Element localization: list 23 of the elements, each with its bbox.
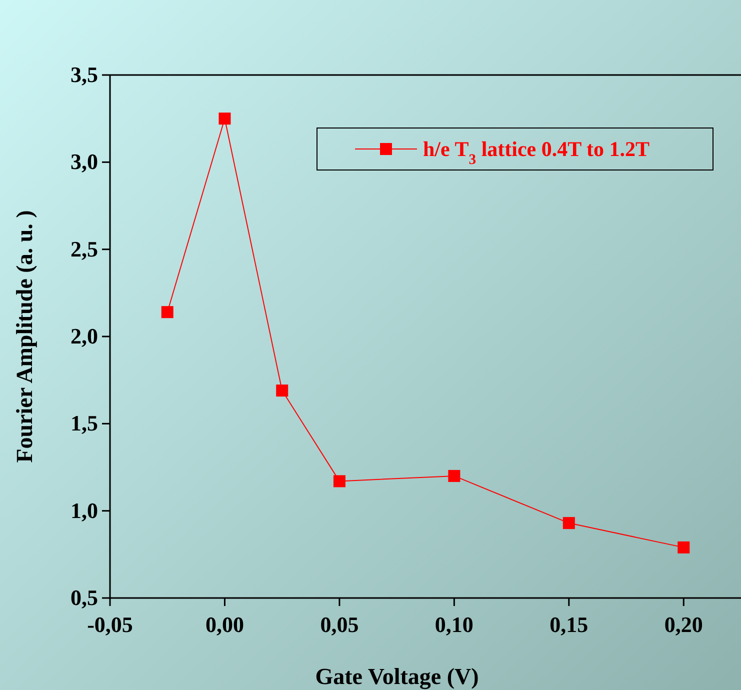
point bbox=[218, 112, 231, 125]
x-tick-label: -0,05 bbox=[87, 612, 133, 637]
point bbox=[161, 306, 174, 318]
x-tick-label: 0,00 bbox=[205, 612, 244, 637]
point bbox=[333, 475, 346, 488]
x-tick-label: 0,20 bbox=[664, 612, 703, 637]
y-axis-title: Fourier Amplitude (a. u. ) bbox=[12, 210, 37, 463]
point bbox=[562, 517, 575, 530]
x-tick-label: 0,10 bbox=[434, 612, 474, 637]
x-axis-title: Gate Voltage (V) bbox=[315, 664, 479, 690]
y-tick-label: 1,5 bbox=[70, 410, 98, 436]
x-tick-label: 0,05 bbox=[320, 612, 359, 637]
point bbox=[678, 541, 690, 554]
y-tick-label: 3,0 bbox=[70, 149, 98, 174]
y-tick-label: 1,0 bbox=[70, 498, 98, 523]
y-tick-label: 0,5 bbox=[70, 585, 98, 610]
legend-label: h/e T$_{3}$ lattice 0.4T to 1.2T bbox=[423, 137, 650, 168]
point bbox=[276, 384, 288, 397]
point bbox=[448, 470, 460, 482]
x-tick-label: 0,15 bbox=[550, 612, 588, 637]
y-tick-label: 2,5 bbox=[70, 236, 98, 262]
y-tick-label: 2,0 bbox=[70, 324, 98, 348]
y-tick-label: 3,5 bbox=[70, 62, 98, 87]
